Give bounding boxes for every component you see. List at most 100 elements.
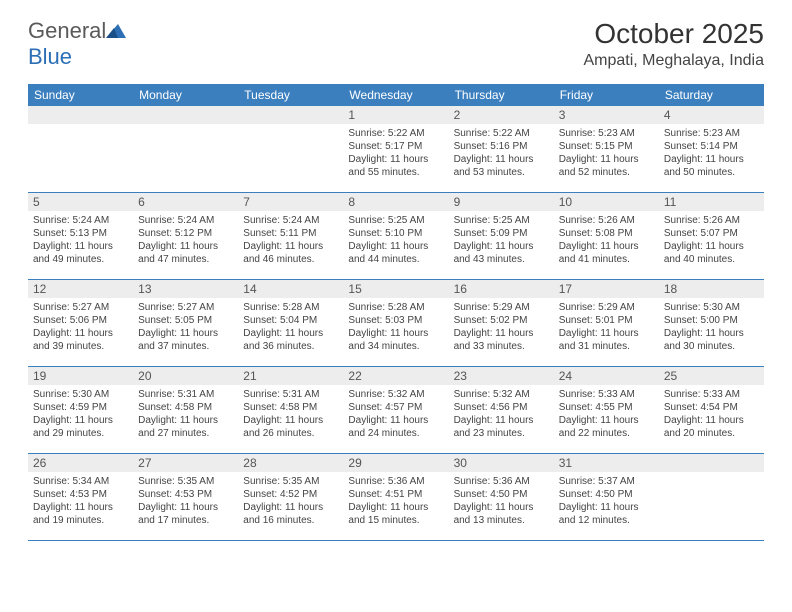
sunrise-text: Sunrise: 5:30 AM xyxy=(33,388,128,401)
day-details: Sunrise: 5:28 AMSunset: 5:03 PMDaylight:… xyxy=(348,301,443,353)
daylight-text: Daylight: 11 hours and 27 minutes. xyxy=(138,414,233,440)
logo-word-general: General xyxy=(28,18,106,43)
day-number: 4 xyxy=(659,106,764,124)
daylight-text: Daylight: 11 hours and 33 minutes. xyxy=(454,327,549,353)
day-details: Sunrise: 5:22 AMSunset: 5:16 PMDaylight:… xyxy=(454,127,549,179)
weekday-header: Sunday xyxy=(28,84,133,106)
day-number: 13 xyxy=(133,280,238,298)
day-details: Sunrise: 5:35 AMSunset: 4:53 PMDaylight:… xyxy=(138,475,233,527)
calendar-cell: 18Sunrise: 5:30 AMSunset: 5:00 PMDayligh… xyxy=(659,280,764,366)
daylight-text: Daylight: 11 hours and 23 minutes. xyxy=(454,414,549,440)
sunset-text: Sunset: 5:06 PM xyxy=(33,314,128,327)
sunset-text: Sunset: 4:56 PM xyxy=(454,401,549,414)
daylight-text: Daylight: 11 hours and 47 minutes. xyxy=(138,240,233,266)
sunrise-text: Sunrise: 5:32 AM xyxy=(454,388,549,401)
day-details: Sunrise: 5:26 AMSunset: 5:08 PMDaylight:… xyxy=(559,214,654,266)
daylight-text: Daylight: 11 hours and 46 minutes. xyxy=(243,240,338,266)
sunrise-text: Sunrise: 5:23 AM xyxy=(664,127,759,140)
day-number: 1 xyxy=(343,106,448,124)
day-number: 10 xyxy=(554,193,659,211)
sunset-text: Sunset: 5:04 PM xyxy=(243,314,338,327)
calendar-cell: 27Sunrise: 5:35 AMSunset: 4:53 PMDayligh… xyxy=(133,454,238,540)
day-details: Sunrise: 5:31 AMSunset: 4:58 PMDaylight:… xyxy=(243,388,338,440)
day-details: Sunrise: 5:36 AMSunset: 4:51 PMDaylight:… xyxy=(348,475,443,527)
sunset-text: Sunset: 4:50 PM xyxy=(454,488,549,501)
location-subtitle: Ampati, Meghalaya, India xyxy=(583,52,764,70)
calendar-cell: 11Sunrise: 5:26 AMSunset: 5:07 PMDayligh… xyxy=(659,193,764,279)
daylight-text: Daylight: 11 hours and 17 minutes. xyxy=(138,501,233,527)
day-number: 14 xyxy=(238,280,343,298)
calendar-cell: 16Sunrise: 5:29 AMSunset: 5:02 PMDayligh… xyxy=(449,280,554,366)
calendar-cell: 31Sunrise: 5:37 AMSunset: 4:50 PMDayligh… xyxy=(554,454,659,540)
header: General Blue October 2025 Ampati, Meghal… xyxy=(0,0,792,76)
daylight-text: Daylight: 11 hours and 12 minutes. xyxy=(559,501,654,527)
sunrise-text: Sunrise: 5:22 AM xyxy=(348,127,443,140)
calendar-cell: 23 Sunrise: 5:32 AMSunset: 4:56 PMDayligh… xyxy=(449,367,554,453)
daylight-text: Daylight: 11 hours and 49 minutes. xyxy=(33,240,128,266)
day-details: Sunrise: 5:33 AMSunset: 4:55 PMDaylight:… xyxy=(559,388,654,440)
calendar-cell: 28Sunrise: 5:35 AMSunset: 4:52 PMDayligh… xyxy=(238,454,343,540)
day-details: Sunrise: 5:32 AMSunset: 4:56 PMDaylight:… xyxy=(454,388,549,440)
daylight-text: Daylight: 11 hours and 40 minutes. xyxy=(664,240,759,266)
calendar-cell: 15 Sunrise: 5:28 AMSunset: 5:03 PMDayligh… xyxy=(343,280,448,366)
day-number: 24 xyxy=(554,367,659,385)
day-number: 15 xyxy=(343,280,448,298)
day-number: 19 xyxy=(28,367,133,385)
day-number xyxy=(659,454,764,472)
day-number: 16 xyxy=(449,280,554,298)
calendar-cell: 14Sunrise: 5:28 AMSunset: 5:04 PMDayligh… xyxy=(238,280,343,366)
calendar-cell: 17Sunrise: 5:29 AMSunset: 5:01 PMDayligh… xyxy=(554,280,659,366)
calendar-cell: 20 Sunrise: 5:31 AMSunset: 4:58 PMDayligh… xyxy=(133,367,238,453)
daylight-text: Daylight: 11 hours and 29 minutes. xyxy=(33,414,128,440)
calendar: Sunday Monday Tuesday Wednesday Thursday… xyxy=(28,84,764,541)
daylight-text: Daylight: 11 hours and 31 minutes. xyxy=(559,327,654,353)
sunset-text: Sunset: 5:00 PM xyxy=(664,314,759,327)
sunrise-text: Sunrise: 5:33 AM xyxy=(559,388,654,401)
weekday-header: Saturday xyxy=(659,84,764,106)
sunset-text: Sunset: 5:13 PM xyxy=(33,227,128,240)
day-number: 31 xyxy=(554,454,659,472)
day-details: Sunrise: 5:29 AMSunset: 5:01 PMDaylight:… xyxy=(559,301,654,353)
day-details: Sunrise: 5:34 AMSunset: 4:53 PMDaylight:… xyxy=(33,475,128,527)
daylight-text: Daylight: 11 hours and 26 minutes. xyxy=(243,414,338,440)
sunrise-text: Sunrise: 5:33 AM xyxy=(664,388,759,401)
day-number: 23 xyxy=(449,367,554,385)
sunrise-text: Sunrise: 5:29 AM xyxy=(454,301,549,314)
calendar-week: 12Sunrise: 5:27 AMSunset: 5:06 PMDayligh… xyxy=(28,280,764,367)
daylight-text: Daylight: 11 hours and 37 minutes. xyxy=(138,327,233,353)
sunrise-text: Sunrise: 5:25 AM xyxy=(348,214,443,227)
daylight-text: Daylight: 11 hours and 15 minutes. xyxy=(348,501,443,527)
sunset-text: Sunset: 5:09 PM xyxy=(454,227,549,240)
calendar-cell: 3 Sunrise: 5:23 AMSunset: 5:15 PMDaylight… xyxy=(554,106,659,192)
daylight-text: Daylight: 11 hours and 41 minutes. xyxy=(559,240,654,266)
sunset-text: Sunset: 5:14 PM xyxy=(664,140,759,153)
sunset-text: Sunset: 4:55 PM xyxy=(559,401,654,414)
daylight-text: Daylight: 11 hours and 53 minutes. xyxy=(454,153,549,179)
day-details: Sunrise: 5:24 AMSunset: 5:11 PMDaylight:… xyxy=(243,214,338,266)
title-block: October 2025 Ampati, Meghalaya, India xyxy=(583,18,764,70)
sunset-text: Sunset: 4:52 PM xyxy=(243,488,338,501)
daylight-text: Daylight: 11 hours and 30 minutes. xyxy=(664,327,759,353)
day-details: Sunrise: 5:31 AMSunset: 4:58 PMDaylight:… xyxy=(138,388,233,440)
calendar-cell: 13Sunrise: 5:27 AMSunset: 5:05 PMDayligh… xyxy=(133,280,238,366)
daylight-text: Daylight: 11 hours and 55 minutes. xyxy=(348,153,443,179)
sunrise-text: Sunrise: 5:35 AM xyxy=(243,475,338,488)
calendar-cell xyxy=(238,106,343,192)
day-details: Sunrise: 5:23 AMSunset: 5:15 PMDaylight:… xyxy=(559,127,654,179)
day-details: Sunrise: 5:25 AMSunset: 5:09 PMDaylight:… xyxy=(454,214,549,266)
day-details: Sunrise: 5:35 AMSunset: 4:52 PMDaylight:… xyxy=(243,475,338,527)
sunrise-text: Sunrise: 5:24 AM xyxy=(243,214,338,227)
sunset-text: Sunset: 4:51 PM xyxy=(348,488,443,501)
calendar-cell: 26Sunrise: 5:34 AMSunset: 4:53 PMDayligh… xyxy=(28,454,133,540)
day-number: 3 xyxy=(554,106,659,124)
calendar-cell: 4Sunrise: 5:23 AMSunset: 5:14 PMDaylight… xyxy=(659,106,764,192)
logo-mark-icon xyxy=(106,18,126,44)
sunrise-text: Sunrise: 5:36 AM xyxy=(348,475,443,488)
daylight-text: Daylight: 11 hours and 44 minutes. xyxy=(348,240,443,266)
calendar-cell: 12Sunrise: 5:27 AMSunset: 5:06 PMDayligh… xyxy=(28,280,133,366)
day-details: Sunrise: 5:30 AMSunset: 5:00 PMDaylight:… xyxy=(664,301,759,353)
daylight-text: Daylight: 11 hours and 20 minutes. xyxy=(664,414,759,440)
sunset-text: Sunset: 4:53 PM xyxy=(33,488,128,501)
sunset-text: Sunset: 5:08 PM xyxy=(559,227,654,240)
day-number: 20 xyxy=(133,367,238,385)
